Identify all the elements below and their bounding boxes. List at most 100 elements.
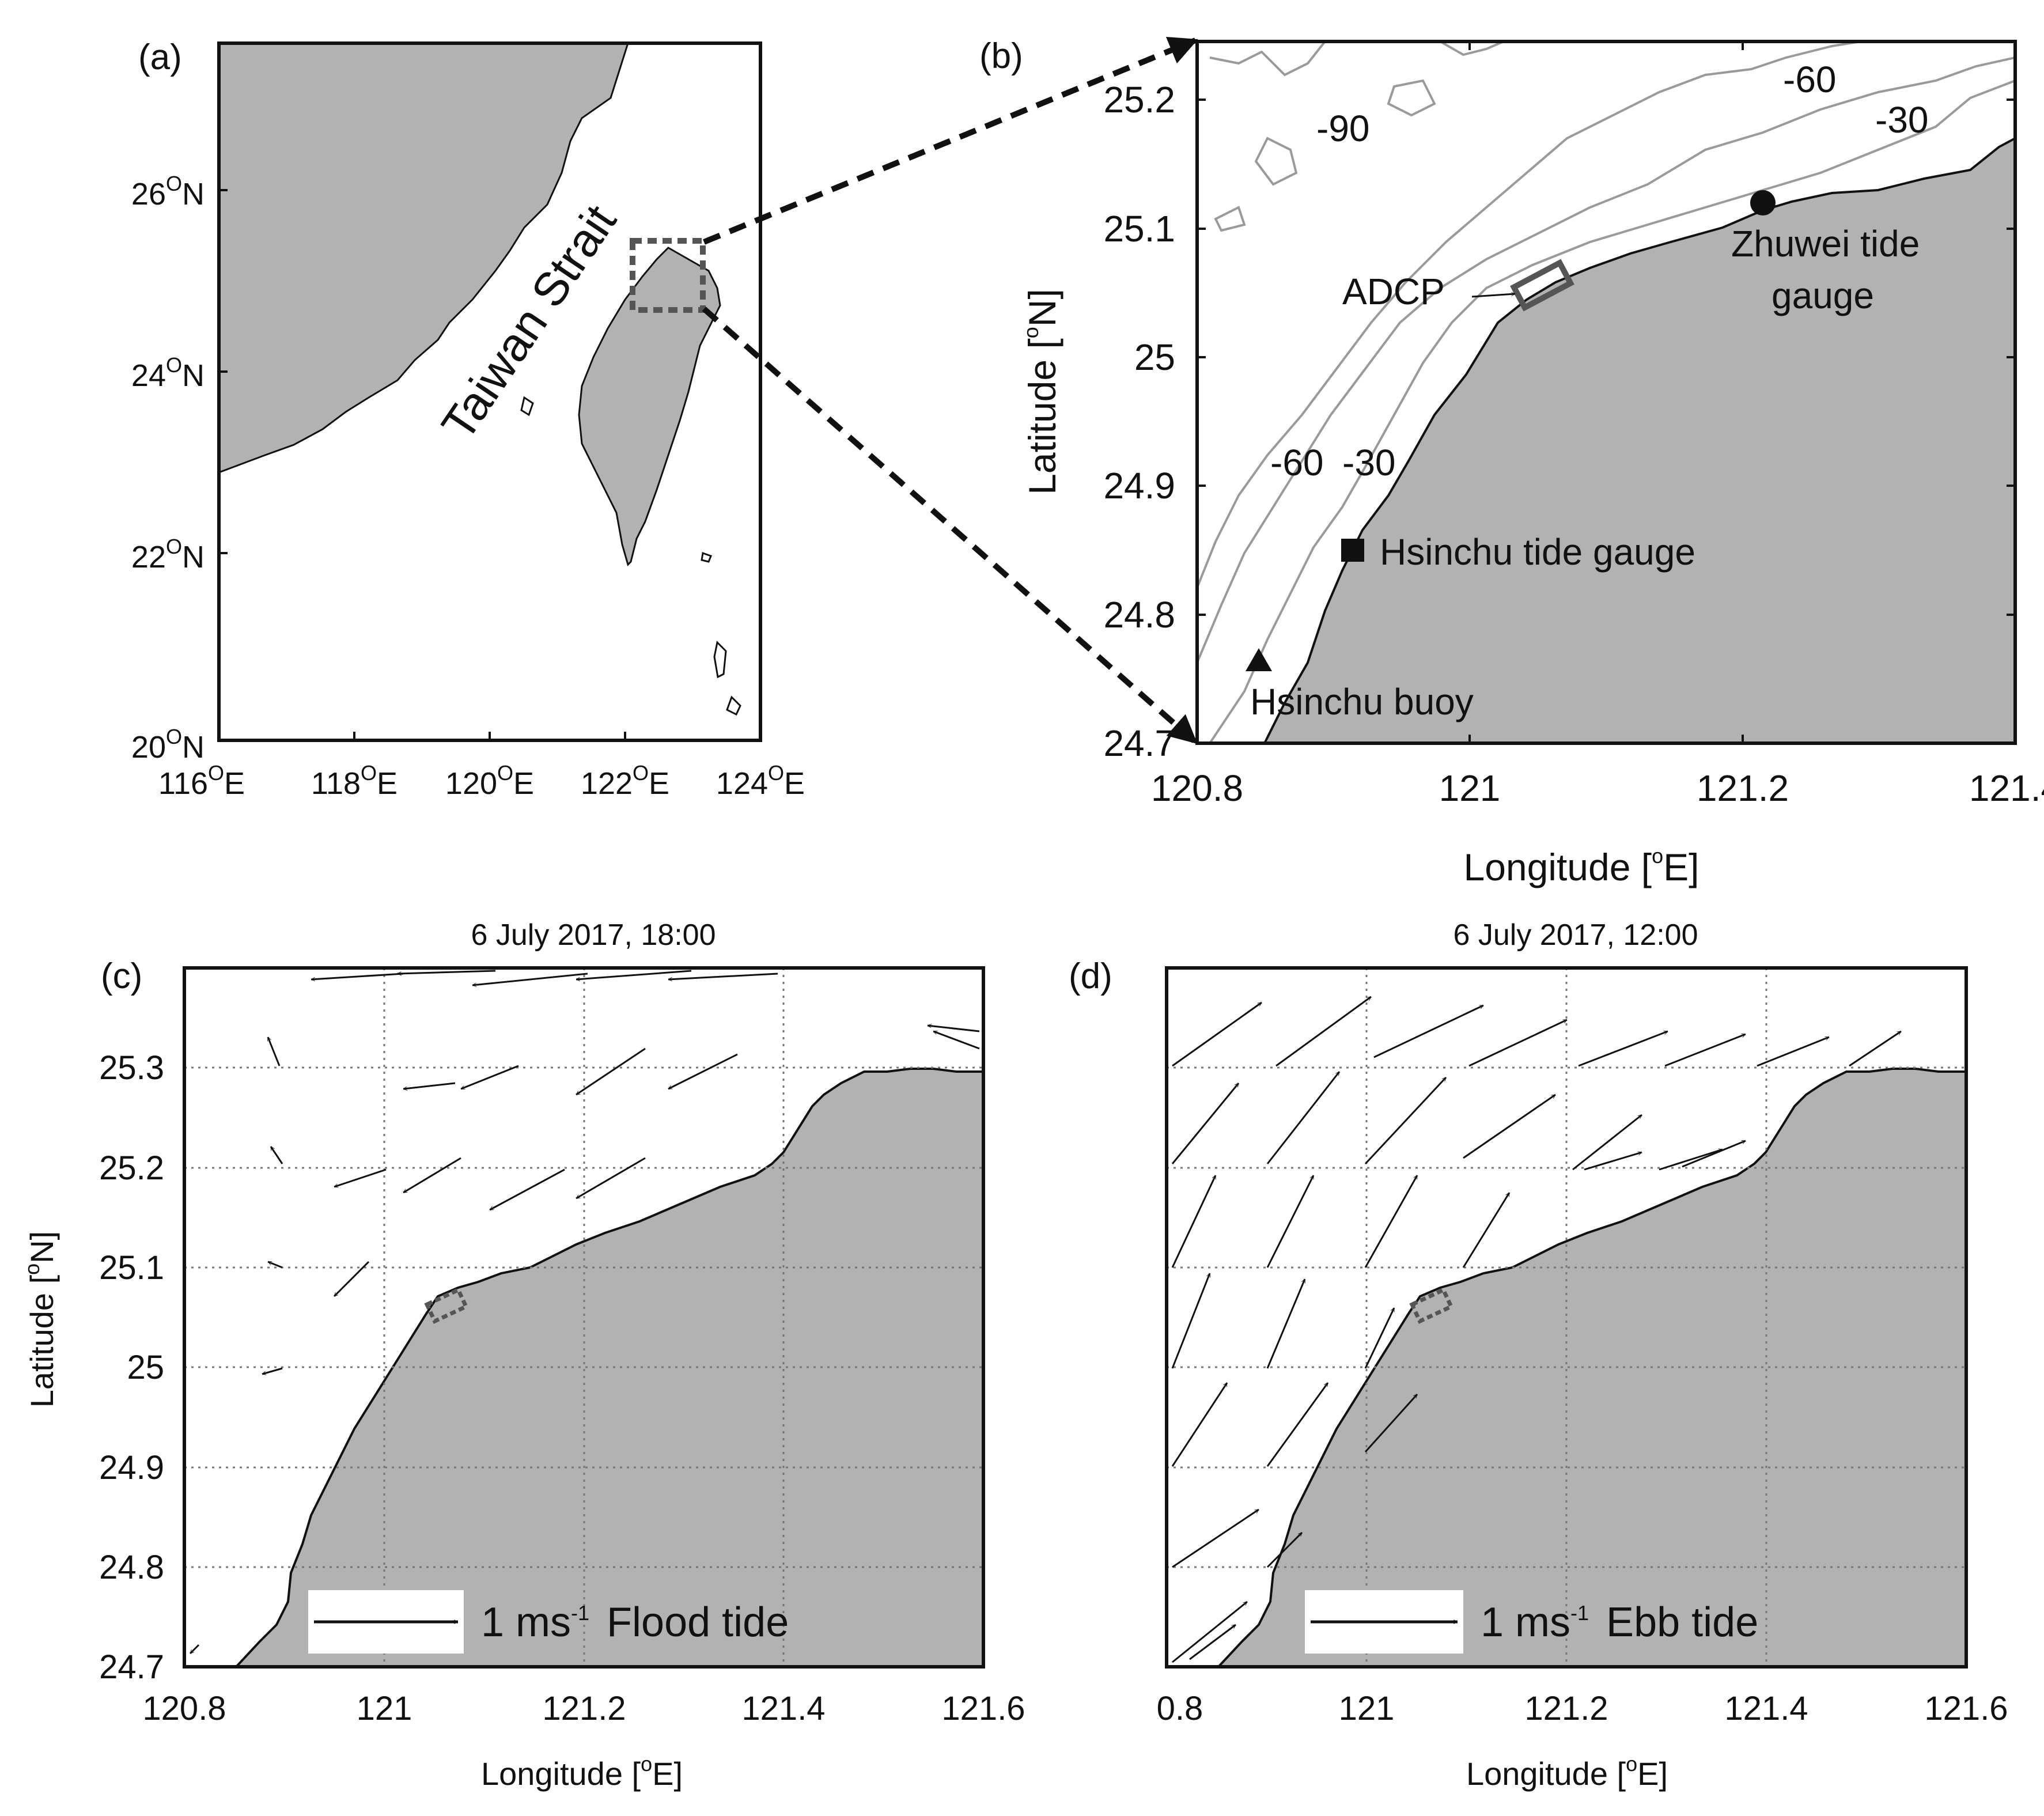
panel-d-xlabel: Longitude [oE] bbox=[1466, 1752, 1668, 1792]
panel-c-label: (c) bbox=[101, 956, 142, 996]
zoom-arrows bbox=[702, 36, 1198, 744]
svg-text:22ON: 22ON bbox=[131, 535, 205, 574]
xtick-d-3: 121.4 bbox=[1724, 1690, 1808, 1727]
ytick-b-2: 24.9 bbox=[1103, 465, 1175, 506]
xtick-a-0: 116 bbox=[158, 766, 208, 801]
panel-a-ticks bbox=[218, 189, 626, 740]
contour-label-30-south: -30 bbox=[1342, 442, 1396, 483]
panel-d-xticks: 0.8 121 121.2 121.4 121.6 bbox=[1157, 1690, 2008, 1727]
contour-label-60-south: -60 bbox=[1270, 442, 1324, 483]
hsinchu-tide-gauge-marker bbox=[1341, 539, 1364, 562]
xtick-b-0: 120.8 bbox=[1151, 767, 1243, 809]
zhuwei-tide-gauge-label-2: gauge bbox=[1772, 275, 1874, 316]
xtick-d-4: 121.6 bbox=[1924, 1690, 2008, 1727]
panel-d-land bbox=[1217, 1068, 1966, 1667]
ytick-b-4: 25.1 bbox=[1103, 208, 1175, 249]
panel-c-title: 6 July 2017, 18:00 bbox=[471, 918, 716, 952]
panel-c-xticks: 120.8 121 121.2 121.4 121.6 bbox=[142, 1690, 1025, 1727]
svg-text:116OE: 116OE bbox=[158, 761, 245, 801]
panel-b-label: (b) bbox=[979, 36, 1023, 76]
svg-text:24ON: 24ON bbox=[131, 353, 205, 393]
contour-label-60-north: -60 bbox=[1783, 59, 1837, 100]
xtick-c-4: 121.6 bbox=[941, 1690, 1025, 1727]
panel-b-xlabel: Longitude [oE] bbox=[1463, 844, 1699, 888]
ytick-b-1: 24.8 bbox=[1103, 594, 1175, 635]
panel-c-xlabel: Longitude [oE] bbox=[481, 1752, 683, 1792]
hsinchu-buoy-marker bbox=[1246, 648, 1272, 671]
xtick-c-0: 120.8 bbox=[142, 1690, 226, 1727]
hsinchu-tide-gauge-label: Hsinchu tide gauge bbox=[1380, 531, 1695, 573]
zhuwei-tide-gauge-label-1: Zhuwei tide bbox=[1731, 223, 1920, 264]
hsinchu-buoy-label: Hsinchu buoy bbox=[1250, 681, 1474, 722]
panel-d-legend-text: 1 ms-1 Ebb tide bbox=[1481, 1599, 1758, 1645]
panel-c-adcp-box bbox=[424, 1287, 469, 1324]
svg-text:26ON: 26ON bbox=[131, 172, 205, 211]
xtick-d-1: 121 bbox=[1339, 1690, 1395, 1727]
panel-c-current-vectors bbox=[189, 970, 980, 1655]
panel-a-label: (a) bbox=[138, 37, 182, 77]
panel-c-yticks: 24.7 24.8 24.9 25 25.1 25.2 25.3 bbox=[99, 1049, 164, 1686]
taiwan-island bbox=[578, 247, 721, 566]
svg-text:20ON: 20ON bbox=[131, 725, 205, 765]
xtick-d-2: 121.2 bbox=[1524, 1690, 1608, 1727]
panel-c-frame bbox=[183, 966, 985, 1669]
panel-a-xticks: 116OE 118OE 120OE 122OE 124OE bbox=[158, 761, 805, 801]
china-mainland bbox=[219, 43, 629, 474]
panel-c-ylabel: Latitude [oN] bbox=[20, 1231, 60, 1408]
adcp-label: ADCP bbox=[1342, 271, 1445, 312]
small-islands bbox=[520, 396, 741, 716]
contour-label-30-north: -30 bbox=[1875, 99, 1929, 141]
panel-d-label: (d) bbox=[1069, 956, 1112, 996]
ytick-a-2: 24 bbox=[131, 358, 166, 393]
ytick-c-5: 25.2 bbox=[99, 1149, 164, 1187]
panel-a: (a) Taiwan Strait 116OE 118OE 120OE 122O… bbox=[131, 37, 805, 801]
panel-b: (b) 120.8 121 121.2 121.4 24.7 24.8 bbox=[979, 36, 2044, 888]
ytick-a-1: 22 bbox=[131, 540, 166, 574]
xtick-b-2: 121.2 bbox=[1697, 767, 1789, 809]
zoom-box bbox=[630, 238, 706, 313]
panel-d: 1 ms-1 Ebb tide (d) 6 July 2017, 12:00 0.… bbox=[1069, 918, 2008, 1792]
xtick-c-2: 121.2 bbox=[542, 1690, 626, 1727]
ytick-a-3: 26 bbox=[131, 177, 166, 211]
panel-d-adcp-box bbox=[1409, 1287, 1454, 1324]
panel-d-current-vectors bbox=[1171, 996, 1902, 1663]
svg-text:124OE: 124OE bbox=[716, 761, 805, 801]
panel-c: 1 ms-1 Flood tide (c) 6 July 2017, 18:00 … bbox=[20, 918, 1025, 1792]
panel-b-ylabel: Latitude [oN] bbox=[1019, 289, 1063, 495]
ytick-c-1: 24.8 bbox=[99, 1549, 164, 1586]
xtick-a-2: 120 bbox=[445, 766, 497, 801]
panel-d-title: 6 July 2017, 12:00 bbox=[1453, 918, 1698, 952]
ytick-c-2: 24.9 bbox=[99, 1449, 164, 1486]
panel-b-ticks bbox=[1197, 41, 2015, 743]
ytick-b-3: 25 bbox=[1134, 336, 1175, 378]
ytick-c-3: 25 bbox=[127, 1349, 164, 1386]
ytick-b-0: 24.7 bbox=[1103, 722, 1175, 764]
bathymetry-contours bbox=[1197, 41, 2015, 743]
xtick-a-4: 124 bbox=[716, 766, 768, 801]
xtick-c-3: 121.4 bbox=[741, 1690, 825, 1727]
panel-d-grid bbox=[1167, 968, 1966, 1667]
panel-c-grid bbox=[184, 968, 983, 1667]
zhuwei-tide-gauge-marker bbox=[1750, 190, 1776, 215]
adcp-marker bbox=[1510, 259, 1574, 312]
panel-a-yticks: 20ON 22ON 24ON 26ON bbox=[131, 172, 205, 765]
xtick-a-3: 122 bbox=[581, 766, 633, 801]
xtick-b-3: 121.4 bbox=[1969, 767, 2044, 809]
contour-label-90: -90 bbox=[1316, 108, 1370, 149]
panel-b-frame bbox=[1195, 40, 2017, 745]
ytick-c-4: 25.1 bbox=[99, 1249, 164, 1287]
svg-text:120OE: 120OE bbox=[445, 761, 534, 801]
panel-b-yticks: 24.7 24.8 24.9 25 25.1 25.2 bbox=[1103, 79, 1175, 764]
ytick-c-6: 25.3 bbox=[99, 1049, 164, 1087]
ytick-a-0: 20 bbox=[131, 730, 166, 765]
svg-text:122OE: 122OE bbox=[581, 761, 669, 801]
panel-c-legend-text: 1 ms-1 Flood tide bbox=[481, 1599, 789, 1645]
svg-text:118OE: 118OE bbox=[311, 761, 398, 801]
xtick-b-1: 121 bbox=[1439, 767, 1501, 809]
ytick-c-0: 24.7 bbox=[99, 1648, 164, 1686]
panel-d-frame bbox=[1165, 966, 1968, 1669]
adcp-pointer bbox=[1471, 294, 1515, 298]
xtick-d-0: 0.8 bbox=[1157, 1690, 1203, 1727]
xtick-a-1: 118 bbox=[311, 766, 361, 801]
